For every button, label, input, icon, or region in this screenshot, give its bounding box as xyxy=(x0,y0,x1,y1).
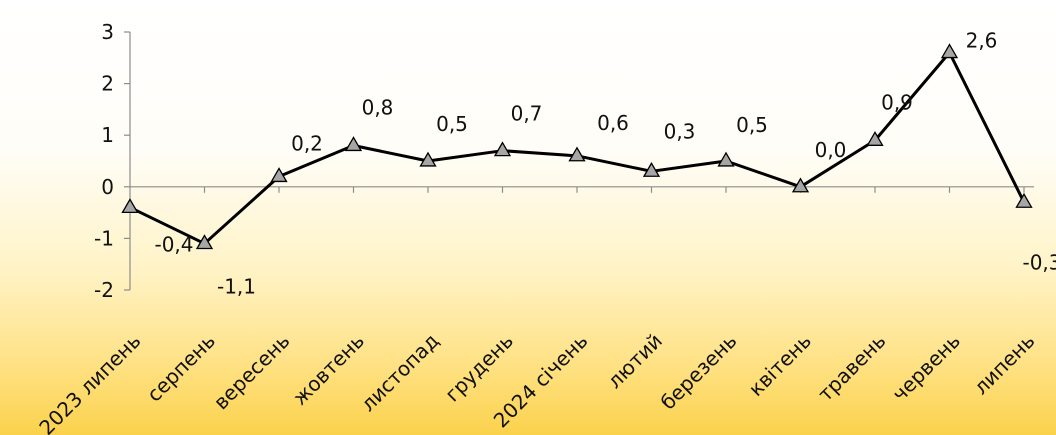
data-point-marker xyxy=(195,234,214,250)
data-point-marker xyxy=(270,167,288,183)
y-tick-label: 2 xyxy=(101,72,114,96)
data-label: 2,6 xyxy=(966,29,998,53)
data-point-marker xyxy=(121,198,139,214)
data-point-marker xyxy=(568,146,586,162)
data-point-marker xyxy=(717,151,735,167)
data-label: -0,3 xyxy=(1022,250,1056,274)
x-tick-label: серпень xyxy=(142,329,220,407)
data-label: 0,5 xyxy=(436,112,468,136)
data-label: 0,7 xyxy=(511,102,543,126)
data-label: 0,8 xyxy=(362,96,394,120)
data-label: 0,3 xyxy=(664,119,696,143)
data-point-marker xyxy=(642,161,661,177)
data-label: 0,9 xyxy=(881,90,913,114)
x-tick-label: червень xyxy=(887,329,965,407)
x-tick-label: липень xyxy=(969,329,1040,400)
data-point-marker xyxy=(344,136,363,152)
data-label: -0,4 xyxy=(154,232,193,256)
data-label: 0,5 xyxy=(736,113,768,137)
data-point-marker xyxy=(419,151,437,167)
y-tick-label: -2 xyxy=(94,278,114,302)
data-label: -1,1 xyxy=(217,275,256,299)
data-point-marker xyxy=(940,43,959,59)
x-tick-label: травень xyxy=(813,329,890,406)
x-tick-label: квітень xyxy=(744,329,816,401)
y-tick-label: 1 xyxy=(101,123,114,147)
y-tick-label: 0 xyxy=(101,175,114,199)
data-label: 0,6 xyxy=(597,111,629,135)
x-tick-label: вересень xyxy=(209,329,295,415)
data-point-marker xyxy=(866,130,884,146)
data-point-marker xyxy=(493,141,512,157)
data-label: 0,2 xyxy=(291,131,323,155)
x-tick-label: 2023 липень xyxy=(34,329,145,435)
x-tick-label: листопад xyxy=(356,329,444,417)
data-point-marker xyxy=(1015,192,1033,208)
x-tick-label: лютий xyxy=(603,329,668,394)
y-tick-label: 3 xyxy=(101,20,114,44)
x-tick-label: березень xyxy=(656,329,742,415)
y-tick-label: -1 xyxy=(94,226,114,250)
x-tick-label: грудень xyxy=(440,329,518,407)
data-point-marker xyxy=(791,177,810,193)
data-label: 0,0 xyxy=(815,138,847,162)
